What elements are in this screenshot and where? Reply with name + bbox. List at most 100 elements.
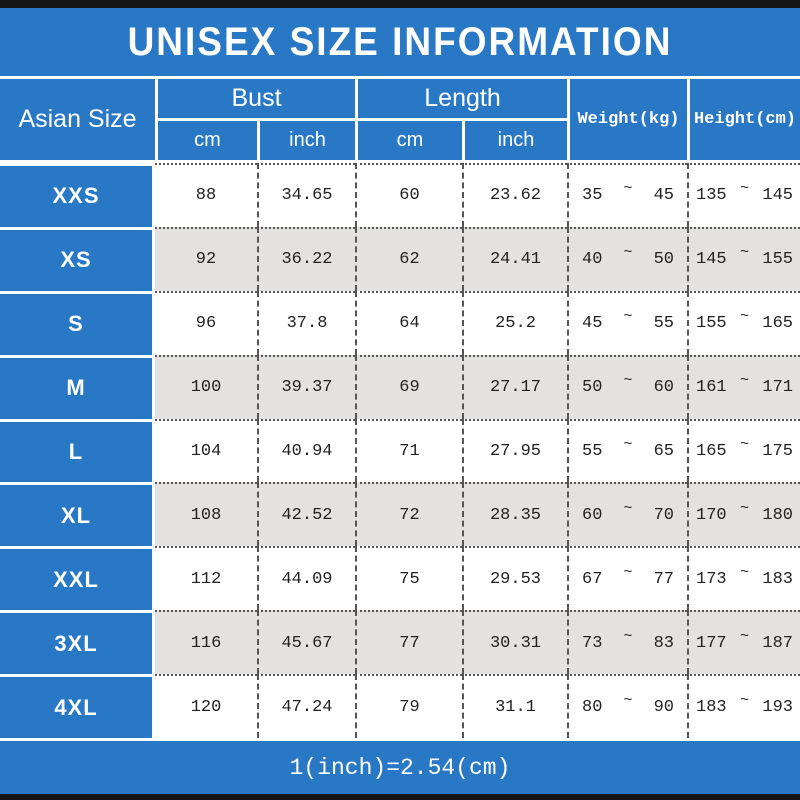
weight-max: 60 [653,378,674,398]
table-header: Asian Size Bust Length Weight(kg) Height… [0,79,800,160]
bottom-black-bar [0,794,800,800]
height-min: 173 [696,569,727,589]
height-min: 135 [696,186,727,206]
length-inch-value: 27.95 [462,418,567,483]
size-label: S [0,290,155,355]
table-body: XXS 88 34.65 60 23.62 35 ~ 45 135 ~ 145 … [0,160,800,739]
bust-cm-value: 108 [155,482,257,547]
height-max: 193 [762,697,793,717]
table-row-l: L 104 40.94 71 27.95 55 ~ 65 165 ~ 175 [0,418,800,483]
conversion-note: 1(inch)=2.54(cm) [289,754,511,781]
tilde-separator: ~ [739,244,749,262]
tilde-separator: ~ [623,499,633,517]
tilde-separator: ~ [623,627,633,645]
length-cm-value: 71 [355,418,462,483]
column-header-length-cm: cm [355,121,462,160]
weight-range: 35 ~ 45 [567,163,687,227]
length-inch-value: 28.35 [462,482,567,547]
tilde-separator: ~ [739,180,749,198]
weight-max: 55 [653,314,674,334]
table-row-s: S 96 37.8 64 25.2 45 ~ 55 155 ~ 165 [0,290,800,355]
bust-inch-value: 36.22 [257,226,355,291]
height-range: 155 ~ 165 [687,290,800,355]
bust-cm-value: 88 [155,163,257,227]
tilde-separator: ~ [739,436,749,453]
height-max: 171 [762,378,793,398]
length-cm-value: 72 [355,482,462,547]
bust-cm-value: 92 [155,226,257,291]
tilde-separator: ~ [623,308,633,326]
tilde-separator: ~ [739,691,749,709]
length-cm-value: 60 [355,163,462,227]
footer-band: 1(inch)=2.54(cm) [0,738,800,794]
tilde-separator: ~ [623,372,633,390]
height-max: 165 [762,314,793,334]
tilde-separator: ~ [739,308,749,326]
table-row-3xl: 3XL 116 45.67 77 30.31 73 ~ 83 177 ~ 187 [0,610,800,675]
bust-inch-value: 42.52 [257,482,355,547]
weight-min: 60 [582,505,603,525]
size-label: 3XL [0,610,155,675]
weight-max: 50 [653,250,674,270]
tilde-separator: ~ [739,372,749,390]
weight-max: 83 [653,633,674,653]
weight-min: 80 [582,697,603,717]
table-row-xxs: XXS 88 34.65 60 23.62 35 ~ 45 135 ~ 145 [0,163,800,227]
length-inch-value: 31.1 [462,674,567,739]
length-cm-value: 69 [355,354,462,419]
bust-inch-value: 44.09 [257,546,355,611]
divider [0,76,800,79]
weight-range: 40 ~ 50 [567,226,687,291]
bust-cm-value: 104 [155,418,257,483]
tilde-separator: ~ [739,627,749,645]
length-cm-value: 62 [355,226,462,291]
length-inch-value: 29.53 [462,546,567,611]
weight-max: 77 [653,569,674,589]
tilde-separator: ~ [623,244,633,262]
bust-inch-value: 45.67 [257,610,355,675]
tilde-separator: ~ [739,563,749,581]
height-max: 180 [762,505,793,525]
size-label: XXL [0,546,155,611]
weight-max: 65 [653,442,674,461]
tilde-separator: ~ [623,436,633,453]
title-band: UNISEX SIZE INFORMATION [0,8,800,76]
weight-min: 55 [582,442,603,461]
weight-range: 67 ~ 77 [567,546,687,611]
height-min: 165 [696,442,727,461]
length-inch-value: 30.31 [462,610,567,675]
weight-max: 45 [653,186,674,206]
height-range: 145 ~ 155 [687,226,800,291]
table-row-xl: XL 108 42.52 72 28.35 60 ~ 70 170 ~ 180 [0,482,800,547]
top-black-bar [0,0,800,8]
height-max: 145 [762,186,793,206]
weight-range: 55 ~ 65 [567,418,687,483]
weight-max: 90 [653,697,674,717]
table-row-4xl: 4XL 120 47.24 79 31.1 80 ~ 90 183 ~ 193 [0,674,800,739]
weight-range: 50 ~ 60 [567,354,687,419]
length-inch-value: 24.41 [462,226,567,291]
height-min: 161 [696,378,727,398]
weight-min: 50 [582,378,603,398]
tilde-separator: ~ [623,563,633,581]
height-min: 145 [696,250,727,270]
tilde-separator: ~ [739,499,749,517]
column-header-height: Height(cm) [687,79,800,160]
bust-cm-value: 116 [155,610,257,675]
height-max: 175 [762,442,793,461]
weight-range: 45 ~ 55 [567,290,687,355]
height-min: 177 [696,633,727,653]
tilde-separator: ~ [623,691,633,709]
bust-inch-value: 39.37 [257,354,355,419]
weight-min: 45 [582,314,603,334]
length-cm-value: 79 [355,674,462,739]
column-header-bust-inch: inch [257,121,355,160]
size-label: XL [0,482,155,547]
table-row-xxl: XXL 112 44.09 75 29.53 67 ~ 77 173 ~ 183 [0,546,800,611]
height-max: 183 [762,569,793,589]
height-range: 173 ~ 183 [687,546,800,611]
tilde-separator: ~ [623,180,633,198]
length-inch-value: 27.17 [462,354,567,419]
size-label: XXS [0,163,155,227]
